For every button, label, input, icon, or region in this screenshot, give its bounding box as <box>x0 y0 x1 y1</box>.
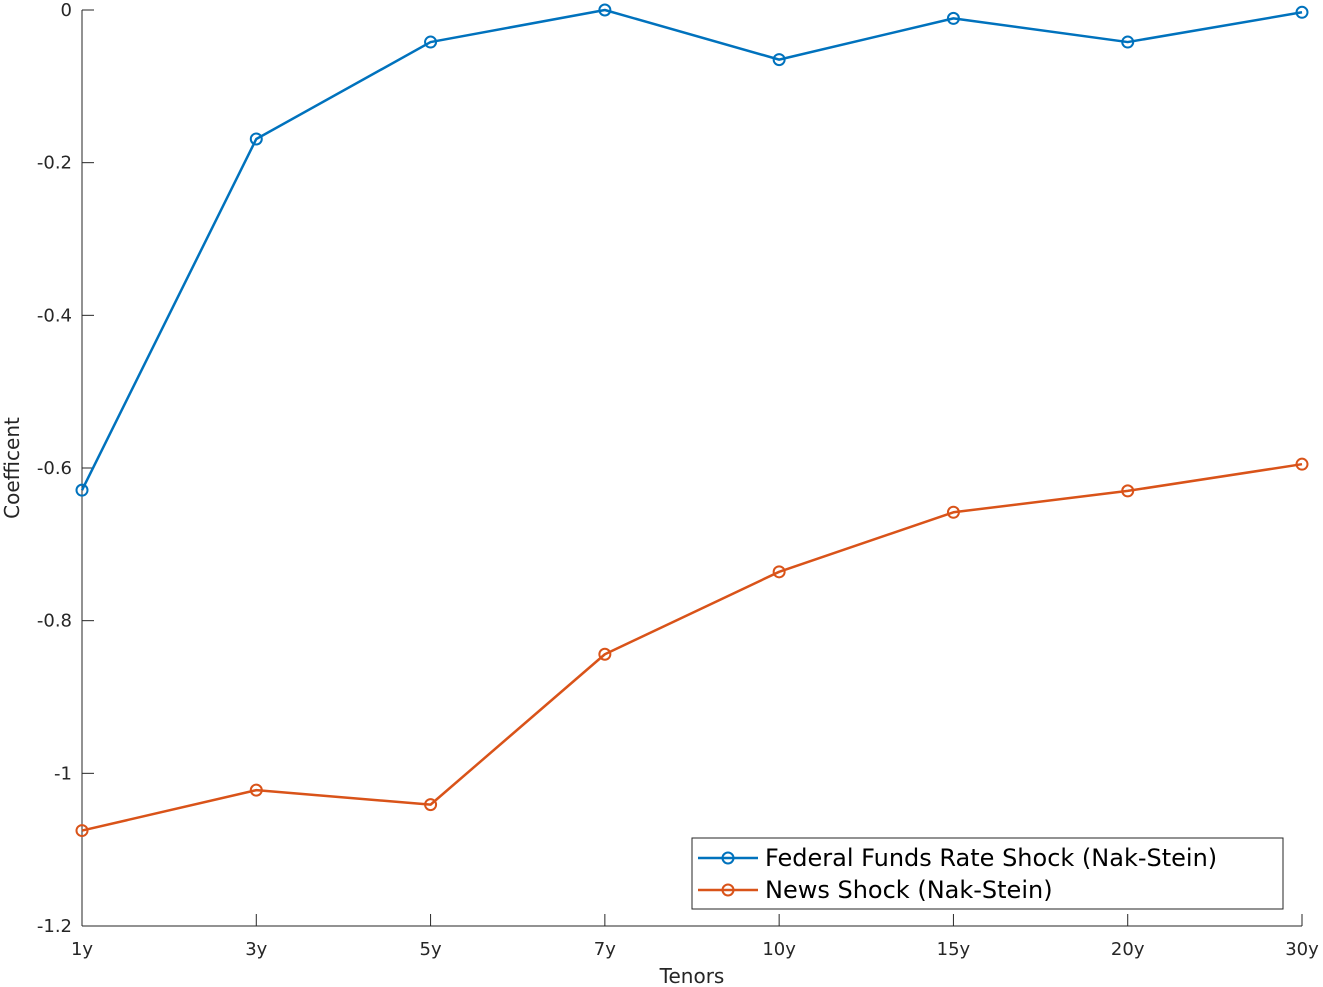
x-tick-label: 10y <box>762 939 796 960</box>
x-axis-label: Tenors <box>659 964 725 987</box>
y-tick-label: -1.2 <box>37 916 72 937</box>
y-tick-label: -0.4 <box>37 305 72 326</box>
series-line <box>81 462 1303 832</box>
x-tick-label: 3y <box>245 939 267 960</box>
legend-entry-label: News Shock (Nak-Stein) <box>765 876 1053 904</box>
data-point-marker <box>1295 5 1309 19</box>
legend: Federal Funds Rate Shock (Nak-Stein) News… <box>691 837 1284 910</box>
data-point-marker <box>249 783 263 797</box>
data-point-marker <box>946 505 960 519</box>
data-point-marker <box>1121 35 1135 49</box>
x-tick-label: 5y <box>420 939 442 960</box>
x-tick-label: 1y <box>71 939 93 960</box>
data-point-marker <box>249 132 263 146</box>
y-axis-label: Coefficent <box>0 417 24 519</box>
legend-entry-label: Federal Funds Rate Shock (Nak-Stein) <box>765 844 1217 872</box>
data-point-marker <box>772 53 786 67</box>
data-point-marker <box>424 798 438 812</box>
y-tick-label: -0.6 <box>37 458 72 479</box>
x-tick-label: 7y <box>594 939 616 960</box>
data-point-marker <box>946 11 960 25</box>
series-line <box>80 8 1303 491</box>
data-point-marker <box>424 35 438 49</box>
legend-marker-swatch <box>721 883 735 897</box>
y-tick-label: -1 <box>54 763 72 784</box>
y-tick-label: 0 <box>61 0 72 21</box>
x-tick-label: 15y <box>937 939 971 960</box>
x-tick-label: 20y <box>1111 939 1145 960</box>
series-2 <box>75 457 1309 838</box>
y-tick-label: -0.2 <box>37 153 72 174</box>
legend-box <box>691 837 1284 910</box>
data-point-marker <box>598 647 612 661</box>
series-1 <box>75 3 1309 497</box>
data-point-marker <box>75 483 89 497</box>
x-tick-label: 30y <box>1285 939 1319 960</box>
data-point-marker <box>598 3 612 17</box>
data-point-marker <box>75 824 89 838</box>
data-point-marker <box>1121 484 1135 498</box>
series-layer <box>75 3 1309 838</box>
data-point-marker <box>1295 457 1309 471</box>
data-point-marker <box>772 565 786 579</box>
y-tick-label: -0.8 <box>37 611 72 632</box>
legend-marker-swatch <box>721 851 735 865</box>
